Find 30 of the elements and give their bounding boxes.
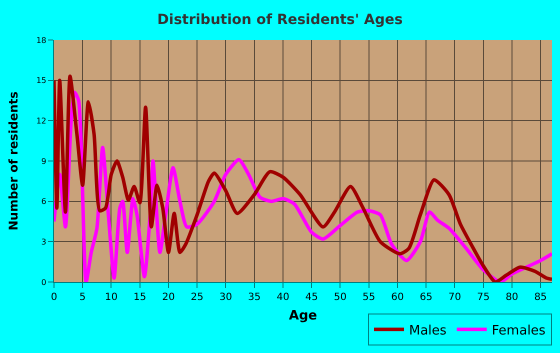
y-tick-label: 18 (36, 36, 46, 45)
legend-label: Females (492, 323, 546, 338)
legend-label: Males (409, 323, 447, 338)
x-tick-label: 55 (362, 292, 376, 303)
x-tick-label: 75 (476, 292, 490, 303)
x-axis-title: Age (288, 308, 318, 324)
x-tick-label: 65 (420, 292, 432, 303)
y-tick-label: 9 (41, 156, 46, 166)
y-axis-title: Number of residents (6, 91, 21, 231)
x-tick-label: 60 (391, 292, 404, 303)
y-tick-label: 3 (41, 237, 46, 246)
x-tick-label: 25 (190, 292, 204, 303)
y-tick-label: 0 (41, 278, 46, 287)
chart-title: Distribution of Residents' Ages (157, 12, 403, 28)
x-tick-label: 50 (334, 292, 347, 303)
x-tick-label: 0 (50, 292, 58, 303)
x-tick-label: 45 (305, 292, 318, 303)
y-tick-label: 12 (36, 116, 46, 126)
x-tick-label: 35 (248, 292, 261, 303)
y-tick-label: 15 (36, 76, 46, 86)
x-tick-label: 15 (133, 292, 146, 303)
x-tick-label: 85 (534, 292, 547, 303)
x-tick-label: 70 (448, 292, 462, 303)
x-tick-label: 80 (506, 292, 518, 303)
x-tick-label: 40 (276, 292, 290, 303)
x-tick-label: 10 (104, 292, 118, 303)
x-tick-label: 5 (79, 292, 86, 303)
x-tick-label: 20 (162, 292, 175, 303)
x-tick-label: 30 (219, 292, 232, 303)
y-tick-label: 6 (41, 197, 46, 206)
